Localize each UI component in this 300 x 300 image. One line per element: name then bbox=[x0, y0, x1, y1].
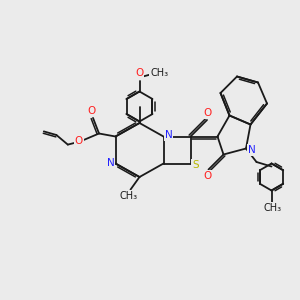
Text: O: O bbox=[203, 108, 212, 118]
Text: O: O bbox=[75, 136, 83, 146]
Text: N: N bbox=[248, 145, 255, 155]
Text: CH₃: CH₃ bbox=[150, 68, 168, 78]
Text: O: O bbox=[88, 106, 96, 116]
Text: N: N bbox=[106, 158, 114, 169]
Text: O: O bbox=[203, 171, 211, 181]
Text: S: S bbox=[192, 160, 199, 170]
Text: CH₃: CH₃ bbox=[120, 191, 138, 201]
Text: N: N bbox=[165, 130, 172, 140]
Text: CH₃: CH₃ bbox=[263, 203, 281, 213]
Text: O: O bbox=[135, 68, 144, 79]
